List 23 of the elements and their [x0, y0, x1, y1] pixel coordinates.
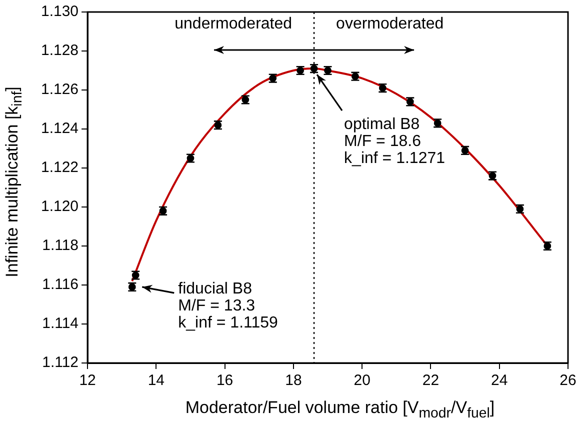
y-tick-label: 1.112 — [42, 354, 79, 372]
annotation: fiducial B8 M/F = 13.3 k_inf = 1.1159 — [178, 280, 278, 332]
x-tick-label: 22 — [422, 372, 440, 390]
annotation: undermoderated — [174, 15, 292, 32]
x-axis-title: Moderator/Fuel volume ratio [V$_{modr}$/V$_{fuel}$] — [184, 398, 496, 422]
y-tick-label: 1.114 — [42, 315, 79, 332]
x-tick-label: 24 — [491, 372, 508, 390]
x-tick-label: 12 — [79, 372, 96, 390]
x-tick-label: 16 — [216, 372, 234, 390]
y-tick-label: 1.116 — [42, 276, 79, 294]
y-tick-label: 1.122 — [40, 159, 79, 176]
y-tick-label: 1.120 — [40, 198, 79, 216]
y-tick-label: 1.118 — [42, 237, 79, 254]
annotation: optimal B8 M/F = 18.6 k_inf = 1.1271 — [344, 116, 446, 167]
x-tick-label: 20 — [354, 372, 370, 390]
y-tick-label: 1.124 — [40, 120, 79, 138]
x-tick-label: 26 — [560, 372, 576, 390]
y-tick-label: 1.128 — [40, 42, 79, 60]
annotation: overmoderated — [336, 15, 444, 32]
y-tick-label: 1.126 — [40, 81, 79, 98]
y-tick-label: 1.130 — [40, 3, 79, 20]
x-tick-label: 18 — [285, 372, 302, 390]
x-tick-label: 14 — [148, 372, 165, 390]
